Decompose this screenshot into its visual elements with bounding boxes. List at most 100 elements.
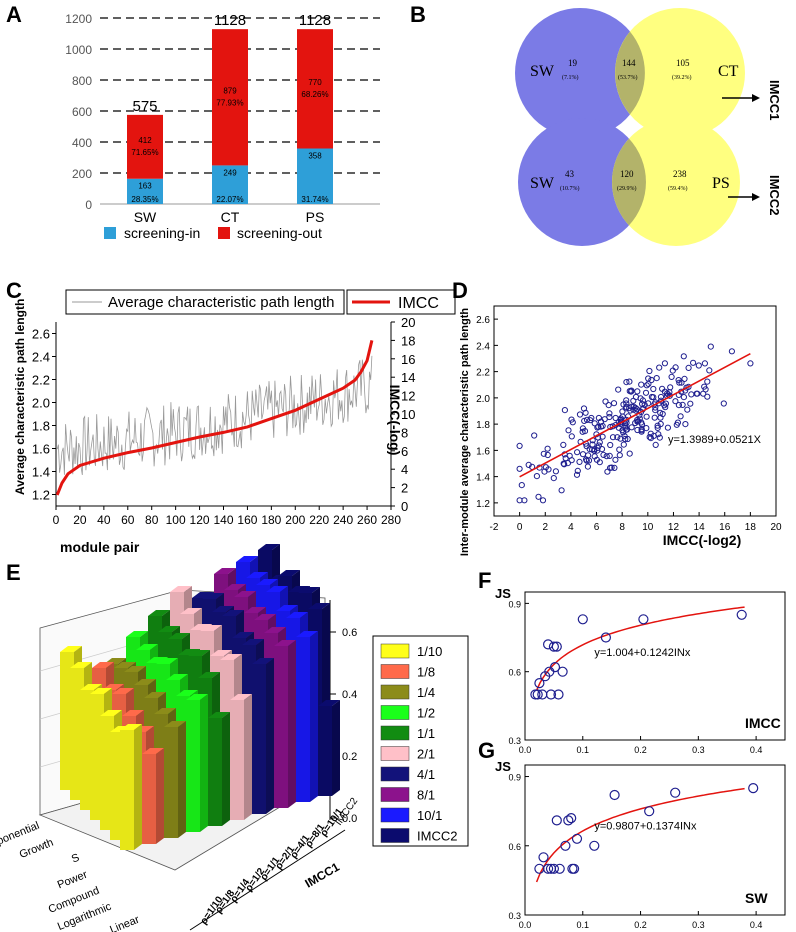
x-tick-label: 0.1 xyxy=(577,920,590,930)
venn2-overlap xyxy=(612,138,646,226)
scatter-point xyxy=(704,378,711,385)
panel-a-stacked-bar-chart: 0 200 400 600 800 1000 1200 575 412 71.65% 163 28.3… xyxy=(65,12,380,225)
y-tick-label: 0.3 xyxy=(508,736,521,746)
x-tick-label: 0.2 xyxy=(634,745,647,755)
bar-top xyxy=(308,603,330,609)
scatter-point xyxy=(620,441,627,448)
y-tick-label: 0.6 xyxy=(508,668,521,678)
scatter-point xyxy=(648,376,655,384)
plot-frame xyxy=(493,305,777,517)
bar-top xyxy=(298,587,320,593)
bar-total-label: 1128 xyxy=(299,12,331,29)
bar-top xyxy=(60,646,82,652)
bar-top xyxy=(90,688,112,694)
legend-swatch xyxy=(380,664,410,679)
y-right-tick-label: 8 xyxy=(401,425,408,440)
scatter-point xyxy=(552,468,560,475)
venn2-right-name: PS xyxy=(712,175,730,192)
scatter-point xyxy=(639,400,646,408)
y-right-tick-label: 6 xyxy=(401,444,408,459)
panel-label-c: C xyxy=(6,278,22,303)
venn2-right-circle xyxy=(612,118,740,246)
y-right-tick-label: 12 xyxy=(401,389,415,404)
z-tick-label: 0.0 xyxy=(342,813,357,825)
model-axis-label: Growth xyxy=(18,837,55,861)
x-tick-label: 80 xyxy=(145,513,159,527)
panel-label-a: A xyxy=(6,2,22,27)
scatter-point xyxy=(553,689,564,700)
bar-total-label: 1128 xyxy=(214,12,246,29)
scatter-point xyxy=(638,427,645,434)
bar-side xyxy=(310,631,318,802)
scatter-point xyxy=(616,446,623,453)
bar-top xyxy=(252,658,274,664)
scatter-point xyxy=(560,460,567,467)
bar-top xyxy=(246,572,268,578)
y-tick-label: 2.6 xyxy=(32,327,50,342)
percent-label-screening-out: 68.26% xyxy=(301,90,328,99)
venn2-left-name: SW xyxy=(530,175,555,192)
bar-top xyxy=(266,586,288,592)
series-line-imcc xyxy=(55,340,374,496)
bar-side xyxy=(134,724,142,850)
venn1-both-count: 144 xyxy=(622,58,636,68)
scatter-point xyxy=(551,815,562,826)
bar-top xyxy=(154,708,176,714)
y-tick-label: 1.8 xyxy=(476,420,490,431)
scatter-point xyxy=(606,452,613,459)
venn2-left-pct: (10.7%) xyxy=(560,185,580,192)
z-tick-label: 0.6 xyxy=(342,627,357,639)
bar-top xyxy=(188,650,210,656)
bar-screening-out xyxy=(297,29,333,149)
bar-top xyxy=(100,710,122,716)
scatter-point xyxy=(611,464,618,471)
scatter-point xyxy=(655,431,662,438)
y-tick-label: 1.4 xyxy=(476,473,490,484)
x-category-label: PS xyxy=(306,209,325,225)
bar-top xyxy=(114,662,136,668)
fit-equation-label: y=1.3989+0.0521X xyxy=(668,434,762,446)
bar-top xyxy=(164,721,186,727)
model-axis-label: Linear xyxy=(108,914,141,932)
y-tick-label: 0.6 xyxy=(508,842,521,852)
scatter-point xyxy=(685,364,692,371)
legend-swatch xyxy=(380,787,410,802)
scatter-point xyxy=(532,689,543,700)
scatter-point xyxy=(539,497,547,504)
bar-top xyxy=(134,679,156,685)
scatter-point xyxy=(542,863,554,874)
bar-top xyxy=(168,633,190,639)
bar-side xyxy=(288,640,296,808)
venn2-arrowhead xyxy=(752,193,760,201)
scatter-point xyxy=(525,461,532,468)
x-tick-label: -2 xyxy=(490,522,499,533)
scatter-point xyxy=(645,375,652,382)
scatter-point xyxy=(628,387,635,394)
scatter-point xyxy=(573,471,581,478)
x-category-label: SW xyxy=(134,209,157,225)
y-tick-label: 2.0 xyxy=(476,394,490,405)
scatter-point xyxy=(690,359,697,366)
y-tick-label: 800 xyxy=(72,74,92,88)
scatter-point xyxy=(591,420,598,427)
legend-label: 8/1 xyxy=(417,788,435,803)
scatter-point xyxy=(580,405,588,412)
scatter-point xyxy=(695,362,702,369)
scatter-point xyxy=(601,416,608,423)
scatter-point xyxy=(595,442,602,449)
bar-top xyxy=(192,592,214,598)
scatter-point xyxy=(657,393,665,401)
scatter-point xyxy=(568,433,575,440)
x-tick-label: 0.2 xyxy=(634,920,647,930)
scatter-point xyxy=(540,450,547,457)
scatter-point xyxy=(581,428,589,435)
bar-top xyxy=(244,607,266,613)
scatter-point xyxy=(561,407,569,414)
bar-side xyxy=(222,712,230,826)
x-tick-label: 0.3 xyxy=(692,920,705,930)
legend-label: 1/2 xyxy=(417,706,435,721)
bar-front xyxy=(208,718,222,826)
scatter-point xyxy=(679,401,686,408)
scatter-point xyxy=(637,395,644,402)
y-right-tick-label: 4 xyxy=(401,462,408,477)
